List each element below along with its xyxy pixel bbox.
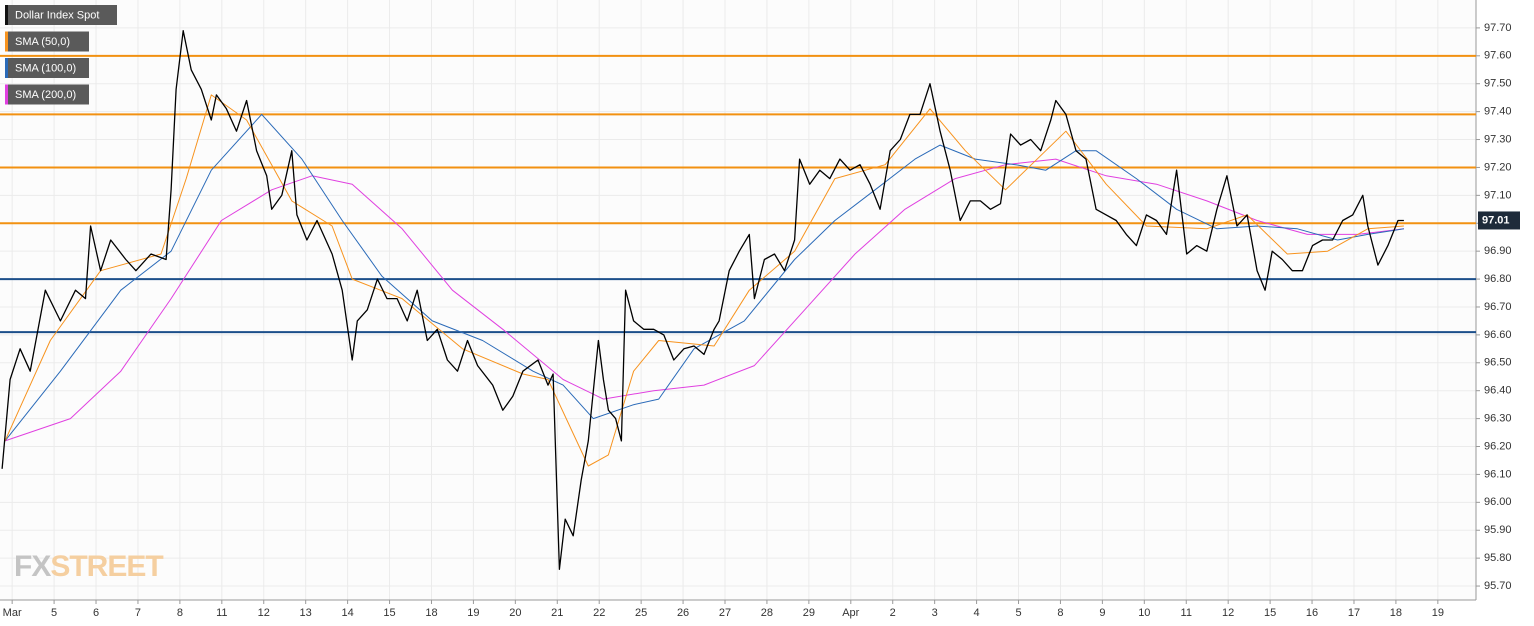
legend-label: Dollar Index Spot bbox=[15, 9, 99, 21]
x-tick-label: 6 bbox=[93, 607, 99, 619]
watermark: FXSTREET bbox=[14, 550, 163, 583]
y-tick-label: 97.20 bbox=[1484, 161, 1512, 173]
y-tick-label: 96.20 bbox=[1484, 440, 1512, 452]
y-tick-label: 95.90 bbox=[1484, 524, 1512, 536]
x-tick-label: 18 bbox=[1390, 607, 1402, 619]
x-tick-label: 4 bbox=[974, 607, 980, 619]
legend-box bbox=[5, 58, 89, 78]
x-tick-label: 8 bbox=[177, 607, 183, 619]
y-tick-label: 96.60 bbox=[1484, 329, 1512, 341]
price-tag-label: 97.01 bbox=[1482, 214, 1510, 226]
y-tick-label: 95.70 bbox=[1484, 580, 1512, 592]
x-tick-label: 12 bbox=[1222, 607, 1234, 619]
y-tick-label: 96.80 bbox=[1484, 273, 1512, 285]
legend-label: SMA (100,0) bbox=[15, 62, 76, 74]
x-tick-label: 9 bbox=[1099, 607, 1105, 619]
x-tick-label: 7 bbox=[135, 607, 141, 619]
series-line bbox=[1, 30, 1404, 570]
x-tick-label: 13 bbox=[300, 607, 312, 619]
series-line bbox=[4, 94, 1404, 467]
x-tick-label: 14 bbox=[341, 607, 353, 619]
y-tick-label: 96.40 bbox=[1484, 385, 1512, 397]
plot-area bbox=[0, 0, 1476, 600]
x-tick-label: 28 bbox=[761, 607, 773, 619]
x-tick-label: 15 bbox=[383, 607, 395, 619]
x-tick-label: Mar bbox=[3, 607, 22, 619]
x-tick-label: 15 bbox=[1264, 607, 1276, 619]
x-tick-label: 2 bbox=[890, 607, 896, 619]
legend-label: SMA (50,0) bbox=[15, 36, 70, 48]
y-tick-label: 96.30 bbox=[1484, 413, 1512, 425]
price-tag bbox=[1478, 211, 1520, 230]
y-tick-label: 97.60 bbox=[1484, 50, 1512, 62]
x-tick-label: 25 bbox=[635, 607, 647, 619]
x-tick-label: 21 bbox=[551, 607, 563, 619]
y-tick-label: 97.40 bbox=[1484, 106, 1512, 118]
x-tick-label: 17 bbox=[1348, 607, 1360, 619]
legend-swatch bbox=[5, 31, 8, 52]
x-tick-label: 26 bbox=[677, 607, 689, 619]
x-tick-label: 19 bbox=[1432, 607, 1444, 619]
legend-box bbox=[5, 5, 117, 25]
y-tick-label: 95.80 bbox=[1484, 552, 1512, 564]
watermark-part: STREET bbox=[50, 550, 163, 583]
x-tick-label: 27 bbox=[719, 607, 731, 619]
x-tick-label: 18 bbox=[425, 607, 437, 619]
x-tick-label: 12 bbox=[258, 607, 270, 619]
legend-label: SMA (200,0) bbox=[15, 89, 76, 101]
x-tick-label: 22 bbox=[593, 607, 605, 619]
y-tick-label: 96.90 bbox=[1484, 245, 1512, 257]
watermark-part: FX bbox=[14, 550, 51, 583]
y-tick-label: 96.10 bbox=[1484, 468, 1512, 480]
x-tick-label: 16 bbox=[1306, 607, 1318, 619]
y-tick-label: 97.50 bbox=[1484, 78, 1512, 90]
series-line bbox=[4, 113, 1404, 442]
legend-swatch bbox=[5, 84, 8, 105]
x-tick-label: 3 bbox=[932, 607, 938, 619]
x-tick-label: 5 bbox=[51, 607, 57, 619]
y-tick-label: 97.10 bbox=[1484, 189, 1512, 201]
legend-box bbox=[5, 84, 89, 105]
x-tick-label: 8 bbox=[1057, 607, 1063, 619]
y-tick-label: 96.50 bbox=[1484, 357, 1512, 369]
x-tick-label: Apr bbox=[842, 607, 859, 619]
x-tick-label: 11 bbox=[216, 607, 227, 619]
x-tick-label: 29 bbox=[803, 607, 815, 619]
y-tick-label: 97.70 bbox=[1484, 22, 1512, 34]
legend-swatch bbox=[5, 5, 8, 25]
x-tick-label: 20 bbox=[509, 607, 521, 619]
x-tick-label: 10 bbox=[1138, 607, 1150, 619]
y-tick-label: 96.00 bbox=[1484, 496, 1512, 508]
legend-swatch bbox=[5, 58, 8, 78]
legend-box bbox=[5, 31, 89, 52]
x-tick-label: 19 bbox=[467, 607, 479, 619]
x-tick-label: 5 bbox=[1015, 607, 1021, 619]
y-tick-label: 96.70 bbox=[1484, 301, 1512, 313]
x-tick-label: 11 bbox=[1181, 607, 1192, 619]
y-tick-label: 97.30 bbox=[1484, 133, 1512, 145]
